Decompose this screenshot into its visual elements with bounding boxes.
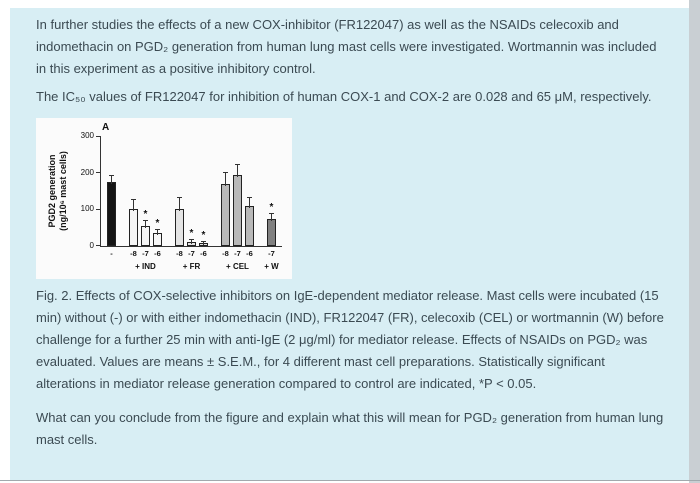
y-axis-tick <box>96 135 101 137</box>
error-bar <box>145 220 146 228</box>
error-bar-cap <box>177 196 182 198</box>
error-bar <box>191 240 192 244</box>
error-bar <box>179 197 180 211</box>
y-axis-title-line1: PGD2 generation <box>47 154 57 228</box>
figure-caption: Fig. 2. Effects of COX-selective inhibit… <box>36 288 664 391</box>
y-axis-title-text: PGD2 generation (ng/10⁶ mast cells) <box>47 129 69 253</box>
error-bar-cap <box>109 175 114 177</box>
error-bar-cap <box>223 171 228 173</box>
x-axis-tick-label: -8 <box>222 249 229 258</box>
significance-asterisk: * <box>201 229 206 241</box>
figure-chart: A PGD2 generation (ng/10⁶ mast cells) 0 1… <box>36 118 292 279</box>
scrollbar-track[interactable] <box>689 0 700 483</box>
chart-bar <box>267 218 276 246</box>
x-axis-group-label: + IND <box>135 262 156 271</box>
error-bar <box>249 198 250 208</box>
y-axis-tick <box>96 172 101 174</box>
chart-bar <box>221 183 230 246</box>
x-axis-group-label: + FR <box>182 262 201 271</box>
y-axis-tick <box>96 208 101 210</box>
error-bar <box>225 172 226 186</box>
chart-bar <box>129 209 138 246</box>
bottom-border <box>0 480 700 481</box>
error-bar <box>271 214 272 221</box>
chart-panel-label: A <box>102 122 110 133</box>
error-bar-cap <box>201 240 206 242</box>
error-bar-cap <box>247 197 252 199</box>
paragraph-study-intro: In further studies the effects of a new … <box>36 17 657 76</box>
x-axis-tick-label: - <box>110 249 113 258</box>
question-content: In further studies the effects of a new … <box>36 14 668 457</box>
x-axis-tick-label: -8 <box>130 249 137 258</box>
x-axis-tick-label: -8 <box>176 249 183 258</box>
y-axis-title-line2: (ng/10⁶ mast cells) <box>58 151 68 231</box>
chart-bar <box>175 208 184 246</box>
x-axis-tick-label: -6 <box>246 249 253 258</box>
error-bar-cap <box>269 213 274 215</box>
y-axis-title: PGD2 generation (ng/10⁶ mast cells) <box>42 136 74 246</box>
significance-asterisk: * <box>155 217 160 229</box>
error-bar-cap <box>189 239 194 241</box>
y-axis-tick-label: 100 <box>80 204 94 214</box>
significance-asterisk: * <box>143 208 148 220</box>
error-bar <box>157 229 158 236</box>
x-axis-tick-label: -6 <box>200 249 207 258</box>
chart-plot: 0 100 200 300 - -8 * -7 * -6 + IND -8 * -7 * -6 + FR -8 -7… <box>81 131 282 271</box>
x-axis-tick-label: -7 <box>142 249 149 258</box>
x-axis-group-label: + CEL <box>226 262 249 271</box>
significance-asterisk: * <box>189 228 194 240</box>
y-axis-tick-label: 0 <box>89 241 94 250</box>
question-panel: In further studies the effects of a new … <box>10 8 689 481</box>
error-bar-cap <box>235 164 240 166</box>
error-bar-cap <box>155 228 160 230</box>
chart-bar <box>107 181 116 246</box>
question-text: What can you conclude from the figure an… <box>36 410 664 447</box>
error-bar <box>133 200 134 212</box>
x-axis-tick-label: -7 <box>188 249 195 258</box>
error-bar-cap <box>143 219 148 221</box>
error-bar <box>237 165 238 177</box>
x-axis-group-label: + W <box>264 262 279 271</box>
x-axis-tick-label: -6 <box>154 249 161 258</box>
error-bar <box>203 241 204 246</box>
x-axis-tick-label: -7 <box>268 249 275 258</box>
chart-bar <box>245 205 254 246</box>
paragraph-ic50-values: The IC₅₀ values of FR122047 for inhibiti… <box>36 89 652 104</box>
significance-asterisk: * <box>269 202 274 214</box>
error-bar-cap <box>131 199 136 201</box>
y-axis-tick-label: 300 <box>80 131 94 140</box>
y-axis-tick-label: 200 <box>80 167 94 177</box>
chart-bar <box>141 225 150 246</box>
y-axis-tick <box>96 245 101 246</box>
error-bar <box>111 176 112 184</box>
x-axis-tick-label: -7 <box>234 249 241 258</box>
chart-bar <box>233 174 242 246</box>
